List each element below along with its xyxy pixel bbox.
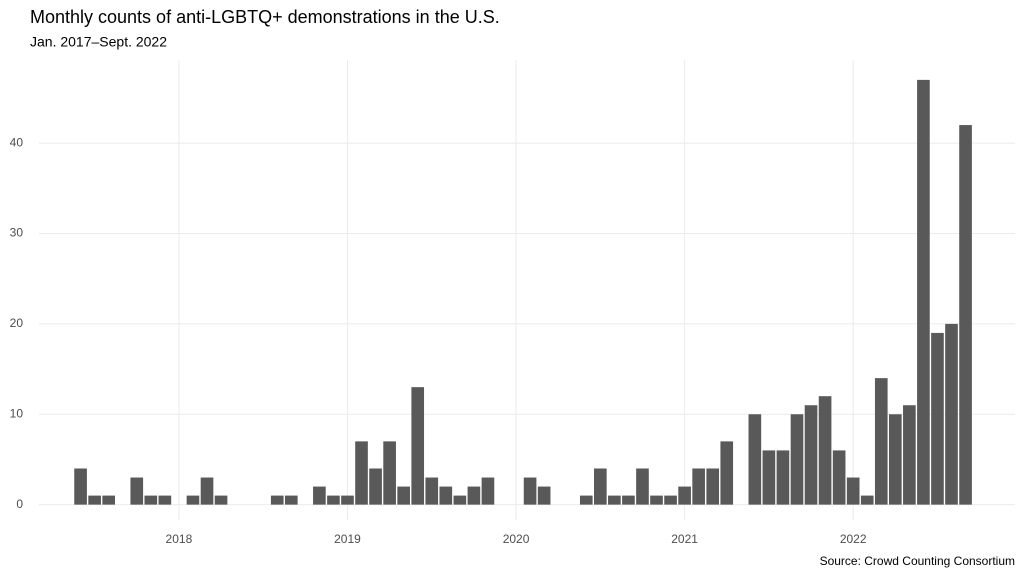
bar <box>776 450 790 505</box>
x-tick-label: 2018 <box>166 532 193 546</box>
bar <box>200 477 214 505</box>
bar <box>636 468 649 505</box>
bar <box>537 486 551 505</box>
bar <box>720 441 734 505</box>
x-tick-label: 2022 <box>840 532 867 546</box>
bar <box>874 378 888 505</box>
bar <box>650 495 663 505</box>
x-tick-label: 2019 <box>334 532 361 546</box>
bar <box>762 450 776 505</box>
bar <box>579 495 593 505</box>
bar <box>622 495 635 505</box>
x-tick-label: 2021 <box>671 532 698 546</box>
bar <box>594 468 607 505</box>
y-tick-label: 30 <box>10 226 24 240</box>
bar <box>327 495 340 505</box>
bar <box>917 79 930 505</box>
bar <box>284 495 298 505</box>
bar <box>692 468 705 505</box>
bar <box>313 486 326 505</box>
bar <box>74 468 87 505</box>
bar <box>664 495 677 505</box>
bar <box>523 477 537 505</box>
bar <box>102 495 115 505</box>
bar <box>903 405 916 505</box>
bar <box>931 332 944 505</box>
y-tick-label: 0 <box>16 497 23 511</box>
bar <box>369 468 382 505</box>
bar <box>425 477 439 505</box>
bar <box>467 486 481 505</box>
bar <box>832 450 846 505</box>
bar <box>678 486 691 505</box>
chart-subtitle: Jan. 2017–Sept. 2022 <box>30 34 167 50</box>
bar <box>270 495 284 505</box>
bar <box>860 495 874 505</box>
bar <box>355 441 368 505</box>
bar <box>453 495 467 505</box>
bar <box>439 486 453 505</box>
bar <box>383 441 396 505</box>
chart-title: Monthly counts of anti-LGBTQ+ demonstrat… <box>30 7 500 27</box>
bar <box>130 477 144 505</box>
bar <box>846 477 860 505</box>
bar <box>959 125 972 505</box>
bar <box>411 387 425 505</box>
bar <box>790 414 804 505</box>
bar <box>818 396 832 505</box>
bar <box>888 414 902 505</box>
bar <box>214 495 228 505</box>
bar <box>945 323 958 505</box>
bar <box>186 495 200 505</box>
bar <box>804 405 818 505</box>
x-tick-label: 2020 <box>503 532 530 546</box>
y-tick-label: 40 <box>10 135 24 149</box>
bar <box>608 495 621 505</box>
bar <box>706 468 720 505</box>
bar <box>88 495 101 505</box>
y-tick-label: 20 <box>10 316 24 330</box>
bar <box>158 495 172 505</box>
bar <box>397 486 410 505</box>
bar <box>341 495 354 505</box>
bar <box>748 414 762 505</box>
y-tick-label: 10 <box>10 406 24 420</box>
source-note: Source: Crowd Counting Consortium <box>820 554 1015 568</box>
bar <box>481 477 495 505</box>
bar <box>144 495 158 505</box>
